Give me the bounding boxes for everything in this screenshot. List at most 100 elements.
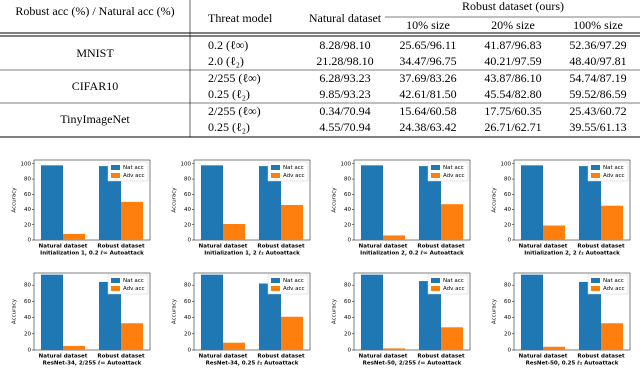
y-tick-label: 80	[504, 283, 511, 289]
table-cell: 2.0 (ℓ₂)	[208, 54, 244, 68]
dataset-name: MNIST	[76, 46, 114, 60]
x-tick-label: Robust dataset	[257, 354, 305, 360]
x-axis-label: ResNet-50, 0.25 ℓ₂ Autoattack	[526, 361, 619, 367]
dataset-name: TinyImageNet	[60, 112, 130, 126]
legend-label: Adv acc	[443, 173, 465, 179]
x-axis-label: Initialization 2, 2 ℓ₂ Autoattack	[524, 251, 620, 257]
plot-frame	[33, 272, 151, 351]
y-tick-label: 40	[184, 207, 191, 213]
legend-label: Adv acc	[123, 173, 145, 179]
table-cell: 45.54/82.80	[484, 87, 541, 101]
table-cell: 21.28/98.10	[316, 54, 373, 68]
table-cell: 15.64/60.58	[399, 104, 456, 118]
y-tick-label: 0	[188, 348, 192, 354]
table-cell: 8.28/98.10	[319, 38, 370, 52]
dataset-name: CIFAR10	[72, 79, 118, 93]
legend-swatch	[431, 165, 440, 170]
x-axis-label: Initialization 1, 0.2 ℓ∞ Autoattack	[40, 251, 144, 257]
legend-swatch	[271, 286, 280, 291]
header-cell: Robust dataset (ours)	[462, 0, 564, 13]
x-tick-label: Robust dataset	[417, 354, 465, 360]
bar	[223, 224, 246, 240]
table-cell: 0.25 (ℓ₂)	[208, 87, 250, 101]
y-axis-label: Accuracy	[12, 187, 18, 213]
table-cell: 48.40/97.81	[569, 54, 626, 68]
legend-label: Nat acc	[603, 278, 624, 284]
y-tick-label: 100	[181, 161, 192, 167]
legend-swatch	[591, 278, 600, 283]
bar	[98, 166, 121, 240]
legend-swatch	[591, 173, 600, 178]
legend-swatch	[271, 173, 280, 178]
y-axis-label: Accuracy	[492, 187, 498, 213]
table-cell: 2/255 (ℓ∞)	[208, 104, 261, 118]
y-tick-label: 40	[24, 315, 31, 321]
bar	[543, 225, 566, 240]
y-tick-label: 40	[504, 207, 511, 213]
y-tick-label: 40	[184, 315, 191, 321]
y-tick-label: 100	[501, 161, 512, 167]
legend-label: Adv acc	[443, 286, 465, 292]
table-cell: 24.38/63.42	[399, 120, 456, 134]
bar	[258, 283, 281, 350]
header-cell: Threat model	[208, 11, 273, 25]
y-tick-label: 80	[184, 177, 191, 183]
bar	[200, 165, 223, 240]
header-cell: Natural dataset	[309, 11, 382, 25]
legend-swatch	[271, 278, 280, 283]
table-cell: 0.25 (ℓ₂)	[208, 120, 250, 134]
bar	[360, 165, 383, 240]
legend-label: Adv acc	[603, 286, 625, 292]
y-tick-label: 20	[24, 331, 31, 337]
legend-swatch	[431, 286, 440, 291]
x-tick-label: Robust dataset	[257, 244, 305, 250]
x-axis-label: Initialization 1, 2 ℓ₂ Autoattack	[204, 251, 300, 257]
table-cell: 17.75/60.35	[484, 104, 541, 118]
y-tick-label: 80	[24, 177, 31, 183]
bar	[601, 205, 624, 240]
x-tick-label: Robust dataset	[577, 244, 625, 250]
x-tick-label: Robust dataset	[577, 354, 625, 360]
y-axis-label: Accuracy	[172, 187, 178, 213]
table-cell: 41.87/96.83	[484, 38, 541, 52]
y-tick-label: 60	[184, 192, 191, 198]
bar	[281, 204, 304, 240]
y-tick-label: 20	[344, 222, 351, 228]
plot-frame	[353, 272, 471, 351]
y-axis-label: Accuracy	[332, 187, 338, 213]
bar	[258, 166, 281, 240]
x-tick-label: Natural dataset	[39, 354, 88, 360]
legend-label: Adv acc	[603, 173, 625, 179]
plot-frame	[513, 272, 631, 351]
y-axis-label: Accuracy	[172, 298, 178, 324]
legend-label: Adv acc	[283, 173, 305, 179]
bar	[40, 274, 63, 350]
table-cell: 37.69/83.26	[399, 71, 456, 85]
header-cell: 10% size	[406, 18, 450, 32]
y-tick-label: 20	[344, 331, 351, 337]
bar	[441, 204, 464, 240]
y-tick-label: 0	[508, 238, 512, 244]
x-tick-label: Robust dataset	[97, 244, 145, 250]
bar	[98, 281, 121, 350]
y-tick-label: 80	[344, 283, 351, 289]
y-tick-label: 40	[344, 207, 351, 213]
table-cell: 54.74/87.19	[569, 71, 626, 85]
y-tick-label: 60	[504, 192, 511, 198]
legend-swatch	[591, 286, 600, 291]
legend-swatch	[431, 173, 440, 178]
bar	[360, 274, 383, 350]
y-tick-label: 20	[504, 222, 511, 228]
header-cell: 20% size	[491, 18, 535, 32]
y-axis-label: Accuracy	[492, 298, 498, 324]
table-cell: 25.65/96.11	[400, 38, 457, 52]
y-tick-label: 60	[24, 299, 31, 305]
header-cell: 100% size	[573, 18, 623, 32]
legend-label: Nat acc	[443, 278, 464, 284]
y-tick-label: 100	[341, 161, 352, 167]
table-cell: 4.55/70.94	[319, 120, 370, 134]
table-cell: 25.43/60.72	[569, 104, 626, 118]
y-tick-label: 100	[21, 161, 32, 167]
table-cell: 52.36/97.29	[569, 38, 626, 52]
